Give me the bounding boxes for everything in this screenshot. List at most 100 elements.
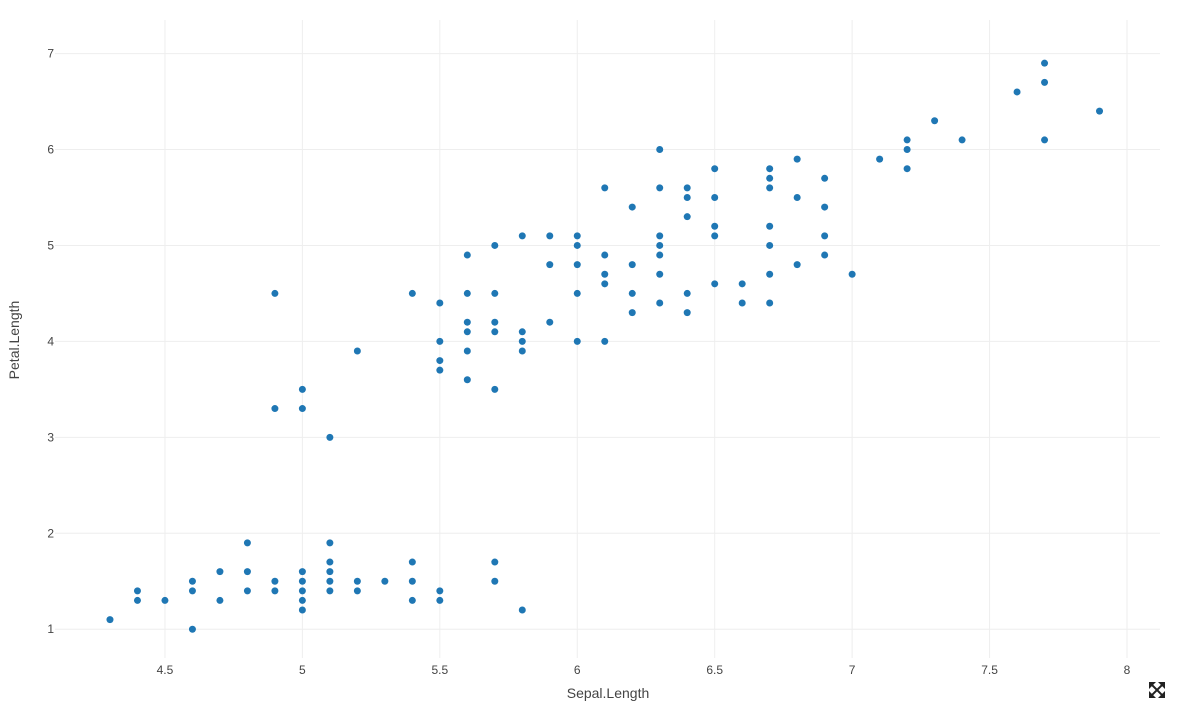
data-point[interactable] <box>188 577 196 585</box>
data-point[interactable] <box>738 280 746 288</box>
data-point[interactable] <box>298 385 306 393</box>
data-point[interactable] <box>821 251 829 259</box>
data-point[interactable] <box>601 270 609 278</box>
data-point[interactable] <box>628 203 636 211</box>
data-point[interactable] <box>491 558 499 566</box>
data-point[interactable] <box>271 405 279 413</box>
data-point[interactable] <box>711 222 719 230</box>
data-point[interactable] <box>711 165 719 173</box>
data-point[interactable] <box>656 241 664 249</box>
data-point[interactable] <box>546 232 554 240</box>
data-point[interactable] <box>491 577 499 585</box>
data-point[interactable] <box>326 587 334 595</box>
data-point[interactable] <box>656 184 664 192</box>
data-point[interactable] <box>628 309 636 317</box>
data-point[interactable] <box>436 587 444 595</box>
data-point[interactable] <box>408 558 416 566</box>
data-point[interactable] <box>958 136 966 144</box>
data-point[interactable] <box>463 251 471 259</box>
data-point[interactable] <box>821 203 829 211</box>
data-point[interactable] <box>463 376 471 384</box>
data-point[interactable] <box>656 299 664 307</box>
data-point[interactable] <box>353 587 361 595</box>
data-point[interactable] <box>601 280 609 288</box>
data-point[interactable] <box>463 318 471 326</box>
data-point[interactable] <box>408 596 416 604</box>
data-point[interactable] <box>326 539 334 547</box>
data-point[interactable] <box>353 577 361 585</box>
data-point[interactable] <box>793 155 801 163</box>
data-points[interactable] <box>106 59 1104 633</box>
data-point[interactable] <box>766 241 774 249</box>
data-point[interactable] <box>408 577 416 585</box>
data-point[interactable] <box>463 289 471 297</box>
data-point[interactable] <box>546 318 554 326</box>
data-point[interactable] <box>326 558 334 566</box>
data-point[interactable] <box>601 251 609 259</box>
data-point[interactable] <box>766 270 774 278</box>
data-point[interactable] <box>931 117 939 125</box>
data-point[interactable] <box>546 261 554 269</box>
data-point[interactable] <box>711 232 719 240</box>
data-point[interactable] <box>1013 88 1021 96</box>
data-point[interactable] <box>133 596 141 604</box>
data-point[interactable] <box>821 232 829 240</box>
data-point[interactable] <box>683 193 691 201</box>
data-point[interactable] <box>436 299 444 307</box>
data-point[interactable] <box>243 539 251 547</box>
data-point[interactable] <box>876 155 884 163</box>
data-point[interactable] <box>216 596 224 604</box>
data-point[interactable] <box>436 366 444 374</box>
data-point[interactable] <box>1096 107 1104 115</box>
data-point[interactable] <box>271 587 279 595</box>
data-point[interactable] <box>133 587 141 595</box>
data-point[interactable] <box>518 337 526 345</box>
data-point[interactable] <box>711 193 719 201</box>
data-point[interactable] <box>903 136 911 144</box>
data-point[interactable] <box>491 241 499 249</box>
data-point[interactable] <box>463 347 471 355</box>
data-point[interactable] <box>793 193 801 201</box>
data-point[interactable] <box>601 184 609 192</box>
data-point[interactable] <box>1041 136 1049 144</box>
data-point[interactable] <box>298 587 306 595</box>
data-point[interactable] <box>1041 78 1049 86</box>
data-point[interactable] <box>573 337 581 345</box>
data-point[interactable] <box>298 405 306 413</box>
data-point[interactable] <box>656 146 664 154</box>
data-point[interactable] <box>271 289 279 297</box>
data-point[interactable] <box>903 165 911 173</box>
data-point[interactable] <box>683 309 691 317</box>
data-point[interactable] <box>573 232 581 240</box>
data-point[interactable] <box>188 625 196 633</box>
data-point[interactable] <box>518 606 526 614</box>
data-point[interactable] <box>491 385 499 393</box>
data-point[interactable] <box>436 337 444 345</box>
data-point[interactable] <box>518 232 526 240</box>
data-point[interactable] <box>766 184 774 192</box>
data-point[interactable] <box>463 328 471 336</box>
data-point[interactable] <box>821 174 829 182</box>
data-point[interactable] <box>491 289 499 297</box>
data-point[interactable] <box>161 596 169 604</box>
data-point[interactable] <box>326 433 334 441</box>
data-point[interactable] <box>683 289 691 297</box>
data-point[interactable] <box>298 568 306 576</box>
data-point[interactable] <box>766 299 774 307</box>
data-point[interactable] <box>766 222 774 230</box>
data-point[interactable] <box>766 165 774 173</box>
data-point[interactable] <box>298 577 306 585</box>
data-point[interactable] <box>243 568 251 576</box>
data-point[interactable] <box>573 289 581 297</box>
data-point[interactable] <box>216 568 224 576</box>
data-point[interactable] <box>518 347 526 355</box>
data-point[interactable] <box>491 318 499 326</box>
data-point[interactable] <box>656 251 664 259</box>
data-point[interactable] <box>601 337 609 345</box>
data-point[interactable] <box>381 577 389 585</box>
data-point[interactable] <box>298 596 306 604</box>
data-point[interactable] <box>903 146 911 154</box>
data-point[interactable] <box>491 328 499 336</box>
data-point[interactable] <box>436 596 444 604</box>
data-point[interactable] <box>518 328 526 336</box>
